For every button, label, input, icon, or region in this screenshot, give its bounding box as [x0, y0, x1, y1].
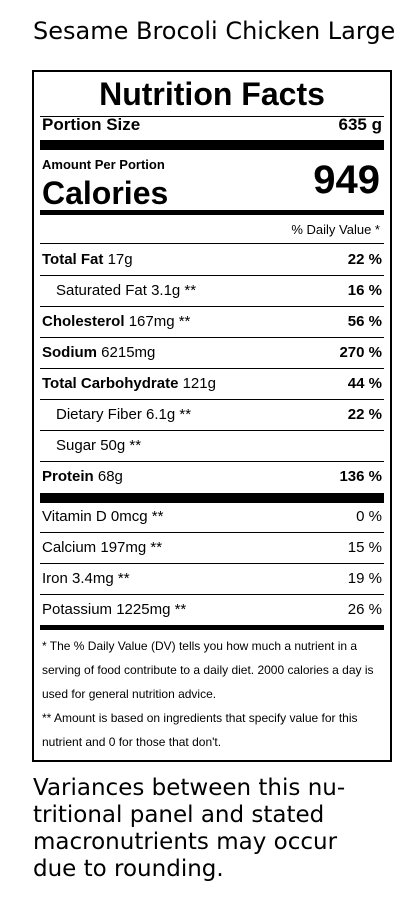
- nutrient-amount: 121g: [182, 375, 216, 392]
- nutrient-amount: 50g **: [100, 437, 142, 454]
- vitamin-row-calcium: Calcium 197mg ** 15 %: [42, 538, 382, 558]
- nutrient-dv: 44 %: [347, 375, 382, 392]
- daily-value-header: % Daily Value *: [291, 222, 380, 237]
- nutrient-row-sugar: Sugar 50g **: [42, 436, 382, 456]
- nutrient-name: Sugar: [56, 437, 97, 454]
- nutrient-dv: 56 %: [347, 313, 382, 330]
- nutrient-dv: 136 %: [339, 468, 382, 485]
- nutrient-amount: 68g: [97, 468, 123, 485]
- nutrient-name: Sodium: [42, 344, 97, 361]
- nutrient-name: Total Carbohydrate: [42, 375, 179, 392]
- nutrient-amount: 6.1g **: [146, 406, 192, 423]
- divider: [40, 563, 384, 564]
- amount-per-portion-label: Amount Per Portion: [42, 157, 165, 172]
- divider: [40, 399, 384, 400]
- medium-divider: [40, 625, 384, 630]
- portion-size-label: Portion Size: [42, 115, 141, 134]
- divider: [40, 337, 384, 338]
- vitamin-dv: 15 %: [347, 539, 382, 556]
- portion-size-row: Portion Size 635 g: [42, 115, 382, 135]
- nutrient-row-saturated-fat: Saturated Fat 3.1g ** 16 %: [42, 281, 382, 301]
- nutrient-row-dietary-fiber: Dietary Fiber 6.1g ** 22 %: [42, 405, 382, 425]
- portion-size-value: 635 g: [338, 115, 382, 134]
- nutrient-row-sodium: Sodium 6215mg 270 %: [42, 343, 382, 363]
- footnote-amount: ** Amount is based on ingredients that s…: [42, 711, 358, 749]
- vitamin-name: Vitamin D: [42, 508, 107, 525]
- nutrient-row-total-fat: Total Fat 17g 22 %: [42, 250, 382, 270]
- divider: [40, 306, 384, 307]
- nutrient-name: Cholesterol: [42, 313, 125, 330]
- vitamin-amount: 197mg **: [100, 539, 163, 556]
- nutrition-facts-panel: Nutrition Facts Portion Size 635 g Amoun…: [32, 70, 392, 762]
- vitamin-dv: 0 %: [356, 508, 382, 525]
- nutrient-name: Total Fat: [42, 251, 104, 268]
- nutrient-amount: 6215mg: [101, 344, 156, 361]
- vitamin-row-iron: Iron 3.4mg ** 19 %: [42, 569, 382, 589]
- nutrient-name: Protein: [42, 468, 94, 485]
- vitamin-amount: 3.4mg **: [72, 570, 130, 587]
- nutrient-row-total-carbohydrate: Total Carbohydrate 121g 44 %: [42, 374, 382, 394]
- divider: [40, 430, 384, 431]
- divider: [40, 116, 384, 117]
- nutrition-facts-heading: Nutrition Facts: [99, 76, 325, 112]
- vitamin-dv: 26 %: [347, 601, 382, 618]
- nutrient-dv: 22 %: [347, 406, 382, 423]
- divider: [40, 243, 384, 244]
- vitamin-amount: 1225mg **: [116, 601, 187, 618]
- rounding-note: Variances between this nu-tritional pane…: [33, 775, 346, 882]
- calories-value: 949: [313, 158, 380, 202]
- vitamin-row-potassium: Potassium 1225mg ** 26 %: [42, 600, 382, 620]
- nutrient-name: Saturated Fat: [56, 282, 147, 299]
- divider: [40, 532, 384, 533]
- thick-divider: [40, 493, 384, 503]
- nutrient-name: Dietary Fiber: [56, 406, 142, 423]
- vitamin-row-vitamin-d: Vitamin D 0mcg ** 0 %: [42, 507, 382, 527]
- vitamin-amount: 0mcg **: [110, 508, 164, 525]
- divider: [40, 594, 384, 595]
- calories-label: Calories: [42, 175, 169, 211]
- divider: [40, 368, 384, 369]
- nutrient-row-cholesterol: Cholesterol 167mg ** 56 %: [42, 312, 382, 332]
- nutrient-dv: 22 %: [347, 251, 382, 268]
- nutrient-dv: 16 %: [347, 282, 382, 299]
- vitamin-name: Iron: [42, 570, 68, 587]
- footnote-daily-value: * The % Daily Value (DV) tells you how m…: [42, 639, 374, 701]
- medium-divider: [40, 210, 384, 215]
- thick-divider: [40, 140, 384, 150]
- footnotes: * The % Daily Value (DV) tells you how m…: [42, 634, 382, 754]
- nutrient-amount: 3.1g **: [151, 282, 197, 299]
- vitamin-name: Calcium: [42, 539, 97, 556]
- nutrient-row-protein: Protein 68g 136 %: [42, 467, 382, 487]
- vitamin-name: Potassium: [42, 601, 113, 618]
- nutrient-amount: 167mg **: [128, 313, 191, 330]
- vitamin-dv: 19 %: [347, 570, 382, 587]
- page-title: Sesame Brocoli Chicken Large: [33, 17, 396, 45]
- divider: [40, 461, 384, 462]
- nutrient-dv: 270 %: [339, 344, 382, 361]
- divider: [40, 275, 384, 276]
- nutrient-amount: 17g: [107, 251, 133, 268]
